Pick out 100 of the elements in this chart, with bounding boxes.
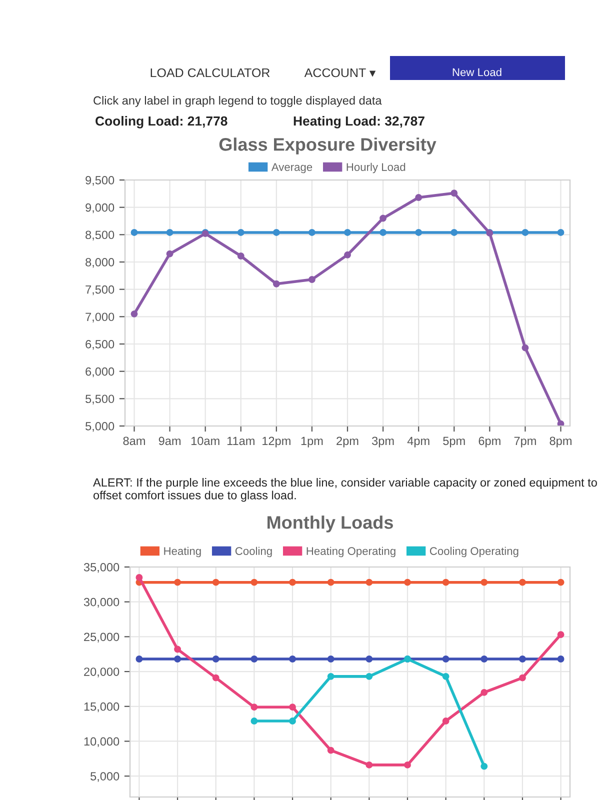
point — [450, 229, 458, 236]
point — [174, 646, 181, 653]
point — [519, 674, 526, 682]
y-tick-label: 5,000 — [86, 422, 114, 432]
point — [250, 718, 258, 725]
point — [522, 344, 529, 352]
y-tick-label: 30,000 — [84, 598, 120, 608]
point — [174, 656, 181, 662]
point — [522, 229, 529, 236]
y-tick-label: 10,000 — [84, 737, 120, 748]
point — [415, 229, 422, 236]
legend-label: Cooling — [235, 546, 272, 558]
chart-title: Monthly Loads — [268, 516, 393, 532]
y-tick-label: 8,000 — [86, 258, 114, 268]
y-tick-label: 25,000 — [84, 632, 120, 642]
point — [130, 229, 138, 236]
point — [174, 578, 181, 586]
y-tick-label: 5,000 — [90, 772, 120, 782]
point — [212, 578, 220, 586]
point — [272, 280, 280, 288]
x-tick-label: 1pm — [301, 436, 323, 448]
point — [366, 578, 373, 586]
point — [366, 656, 373, 662]
point — [366, 672, 373, 680]
point — [557, 229, 564, 236]
point — [250, 656, 258, 662]
text: New Load — [452, 68, 502, 76]
x-tick-label: 10am — [191, 436, 220, 446]
text: ACCOUNT ▾ — [304, 68, 376, 78]
point — [557, 578, 564, 586]
text: ALERT: If the purple line exceeds the blue line, consider variable capacity or zoned equipment to offset comfort issues due to glass load. — [93, 478, 597, 502]
point — [380, 229, 387, 236]
point — [289, 656, 296, 662]
point — [450, 190, 458, 197]
point — [250, 578, 258, 586]
point — [327, 746, 334, 754]
point — [480, 656, 488, 662]
x-tick-label: 11am — [227, 436, 254, 446]
x-tick-label: 12pm — [262, 436, 290, 448]
point — [415, 194, 422, 201]
y-tick-label: 15,000 — [84, 702, 120, 712]
legend-label: Cooling Operating — [430, 546, 518, 558]
point — [272, 229, 280, 236]
point — [344, 251, 351, 258]
point — [212, 656, 220, 662]
point — [308, 276, 316, 283]
y-tick-label: 9,000 — [86, 203, 114, 214]
point — [136, 574, 143, 581]
x-tick-label: 5pm — [443, 436, 465, 448]
legend-label: Average — [271, 163, 312, 174]
point — [480, 762, 488, 770]
point — [442, 672, 450, 680]
point — [480, 688, 488, 696]
point — [289, 578, 296, 586]
legend-label: Heating — [164, 546, 201, 558]
point — [557, 656, 564, 662]
point — [327, 656, 334, 662]
y-tick-label: 8,500 — [86, 230, 114, 240]
y-tick-label: 7,500 — [86, 285, 114, 296]
point — [404, 578, 411, 586]
x-tick-label: 8am — [123, 436, 145, 446]
point — [166, 250, 174, 258]
x-tick-label: 2pm — [336, 436, 358, 448]
point — [237, 229, 244, 236]
point — [289, 718, 296, 725]
x-tick-label: 6pm — [478, 436, 500, 448]
legend-label: Heating Operating — [306, 546, 396, 558]
text: Click any label in graph legend to toggle displayed data — [94, 96, 382, 108]
text: LOAD CALCULATOR — [150, 68, 270, 78]
x-tick-label: 7pm — [514, 436, 536, 448]
point — [442, 578, 450, 586]
point — [557, 420, 564, 426]
y-tick-label: 20,000 — [84, 668, 120, 678]
x-tick-label: 8pm — [550, 436, 572, 448]
x-tick-label: 3pm — [372, 436, 394, 448]
point — [166, 229, 174, 236]
y-tick-label: 7,000 — [86, 312, 114, 322]
point — [327, 578, 334, 586]
point — [404, 761, 411, 768]
point — [519, 578, 526, 586]
point — [480, 578, 488, 586]
point — [308, 229, 316, 236]
y-tick-label: 35,000 — [84, 563, 120, 573]
text: Cooling Load: 21,778 — [96, 116, 228, 128]
point — [212, 674, 220, 682]
point — [289, 704, 296, 711]
point — [366, 761, 373, 768]
x-tick-label: 9am — [158, 436, 180, 446]
point — [557, 631, 564, 638]
point — [130, 310, 138, 318]
point — [237, 252, 244, 260]
point — [344, 229, 351, 236]
chart-title: Glass Exposure Diversity — [219, 138, 436, 154]
y-tick-label: 6,500 — [86, 340, 114, 350]
point — [250, 704, 258, 711]
text: Heating Load: 32,787 — [294, 116, 424, 128]
point — [380, 214, 387, 222]
y-tick-label: 5,500 — [86, 394, 114, 404]
point — [519, 656, 526, 662]
x-tick-label: 4pm — [407, 436, 430, 448]
